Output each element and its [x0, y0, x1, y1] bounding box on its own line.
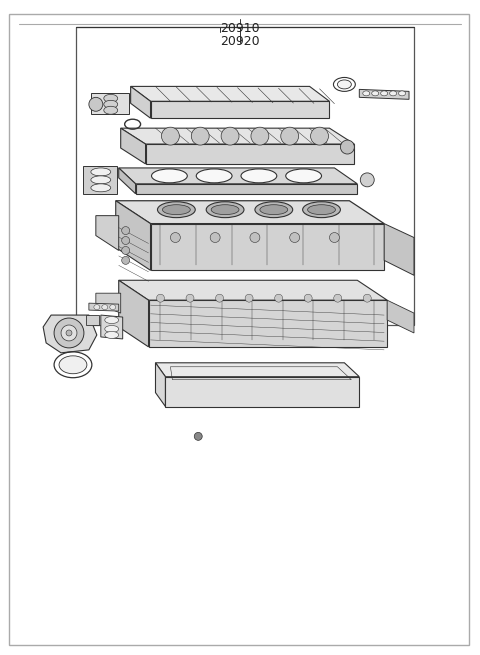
Polygon shape [360, 89, 409, 100]
Polygon shape [119, 280, 148, 347]
Polygon shape [96, 293, 120, 313]
Ellipse shape [104, 100, 118, 108]
Ellipse shape [152, 169, 187, 183]
Polygon shape [148, 300, 387, 347]
Polygon shape [131, 86, 329, 102]
Circle shape [54, 318, 84, 348]
Ellipse shape [91, 168, 111, 176]
Ellipse shape [390, 91, 396, 96]
Polygon shape [151, 223, 384, 271]
Ellipse shape [162, 205, 190, 215]
Polygon shape [119, 168, 136, 194]
Circle shape [156, 294, 165, 302]
Text: 20910: 20910 [220, 22, 260, 35]
Circle shape [334, 294, 342, 302]
Polygon shape [156, 363, 166, 407]
Ellipse shape [104, 106, 118, 114]
Circle shape [122, 256, 130, 265]
Ellipse shape [104, 94, 118, 102]
Circle shape [89, 98, 103, 111]
Ellipse shape [308, 205, 336, 215]
Ellipse shape [102, 305, 108, 310]
Polygon shape [83, 166, 117, 194]
Circle shape [290, 233, 300, 242]
Ellipse shape [91, 184, 111, 192]
Circle shape [210, 233, 220, 242]
Circle shape [275, 294, 283, 302]
Circle shape [360, 173, 374, 187]
Circle shape [245, 294, 253, 302]
Circle shape [250, 233, 260, 242]
Circle shape [122, 227, 130, 234]
Ellipse shape [372, 91, 379, 96]
Circle shape [192, 127, 209, 145]
Polygon shape [96, 215, 119, 250]
Circle shape [363, 294, 371, 302]
Ellipse shape [105, 326, 119, 333]
Ellipse shape [211, 205, 239, 215]
Polygon shape [86, 315, 99, 325]
Circle shape [170, 233, 180, 242]
Ellipse shape [196, 169, 232, 183]
Polygon shape [136, 184, 357, 194]
Polygon shape [131, 86, 151, 118]
Polygon shape [166, 377, 360, 407]
Ellipse shape [286, 169, 322, 183]
Circle shape [329, 233, 339, 242]
Ellipse shape [337, 80, 351, 89]
Ellipse shape [94, 305, 100, 310]
Ellipse shape [381, 91, 388, 96]
Text: 20920: 20920 [220, 35, 260, 48]
Polygon shape [91, 94, 129, 114]
Circle shape [281, 127, 299, 145]
Bar [76, 27, 414, 325]
Polygon shape [116, 200, 151, 271]
Polygon shape [156, 363, 360, 377]
Ellipse shape [363, 91, 370, 96]
Ellipse shape [260, 205, 288, 215]
Circle shape [340, 140, 354, 154]
Polygon shape [119, 168, 357, 184]
Ellipse shape [157, 202, 195, 217]
Circle shape [216, 294, 224, 302]
Ellipse shape [302, 202, 340, 217]
Circle shape [161, 127, 180, 145]
Circle shape [251, 127, 269, 145]
Circle shape [186, 294, 194, 302]
Ellipse shape [91, 176, 111, 184]
Ellipse shape [59, 356, 87, 374]
Circle shape [66, 330, 72, 336]
Circle shape [122, 236, 130, 244]
Polygon shape [120, 128, 145, 164]
Ellipse shape [241, 169, 277, 183]
Circle shape [311, 127, 328, 145]
Polygon shape [387, 300, 414, 333]
Polygon shape [101, 315, 123, 339]
Polygon shape [89, 303, 119, 311]
Ellipse shape [255, 202, 293, 217]
Polygon shape [43, 315, 97, 353]
Polygon shape [119, 280, 387, 300]
Circle shape [194, 432, 202, 440]
Ellipse shape [206, 202, 244, 217]
Ellipse shape [105, 316, 119, 324]
Circle shape [221, 127, 239, 145]
Polygon shape [145, 144, 354, 164]
Circle shape [122, 246, 130, 254]
Polygon shape [116, 200, 384, 223]
Circle shape [61, 325, 77, 341]
Polygon shape [120, 128, 354, 144]
Ellipse shape [105, 331, 119, 339]
Ellipse shape [110, 305, 116, 310]
Polygon shape [384, 223, 414, 275]
Circle shape [304, 294, 312, 302]
Polygon shape [151, 102, 329, 118]
Ellipse shape [398, 91, 406, 96]
